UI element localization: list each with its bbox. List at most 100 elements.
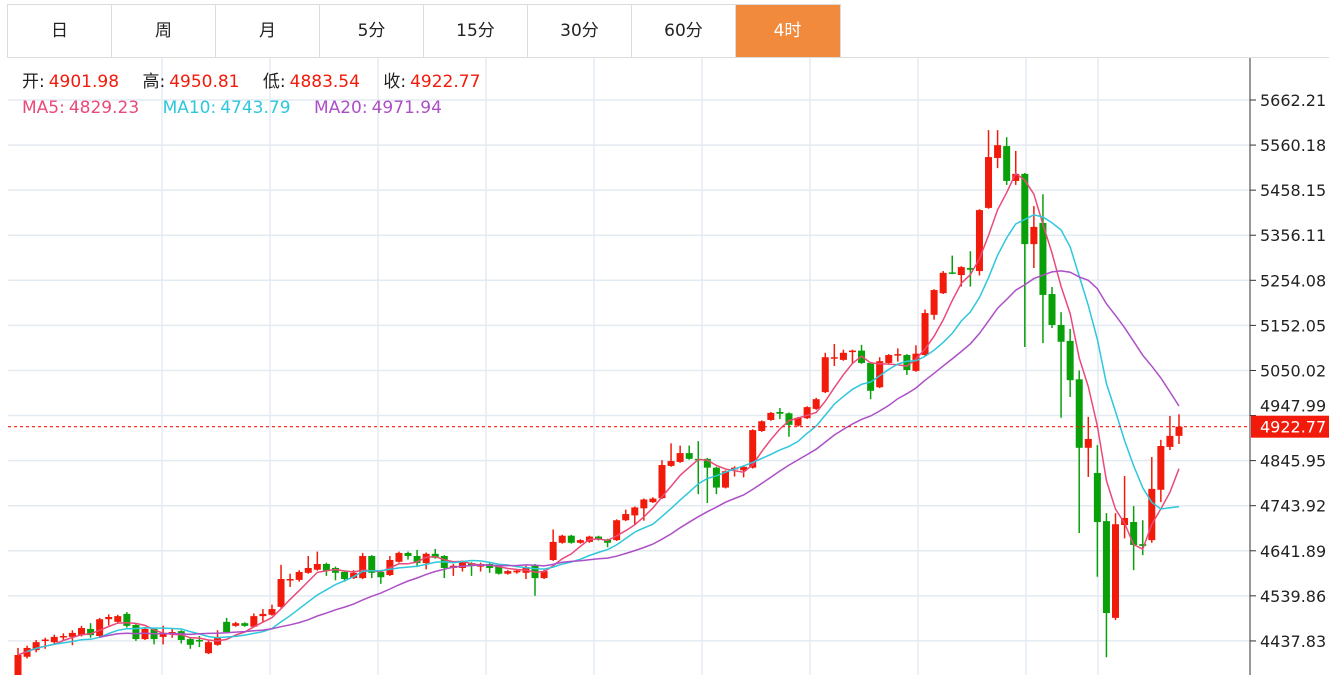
candle-body — [1102, 521, 1110, 614]
candle — [14, 647, 22, 675]
candle — [1048, 286, 1056, 329]
candle — [250, 613, 258, 628]
candle — [132, 624, 140, 641]
candle — [504, 570, 512, 575]
candle — [966, 251, 974, 287]
candle-body — [549, 541, 557, 561]
tab-7[interactable]: 4时 — [736, 5, 840, 58]
candle — [848, 349, 856, 364]
candle — [59, 633, 67, 640]
candle — [32, 639, 40, 653]
ohlc-readout: 开: 4901.98 高: 4950.81 低: 4883.54 收: 4922.77 — [22, 71, 498, 93]
candle-body — [966, 267, 974, 270]
candle-body — [359, 556, 367, 579]
y-tick-label: 4947.99 — [1260, 397, 1326, 416]
candle-body — [341, 571, 349, 580]
candle-body — [1048, 294, 1056, 325]
candle-body — [721, 471, 729, 488]
candle-body — [558, 535, 566, 543]
candle — [204, 639, 212, 655]
close-value: 4922.77 — [410, 72, 481, 92]
candle — [259, 609, 267, 623]
tab-1[interactable]: 周 — [112, 5, 216, 58]
candle — [1012, 150, 1020, 185]
candle-body — [567, 535, 575, 543]
candle — [712, 466, 720, 495]
candle-body — [912, 353, 920, 371]
high-label: 高: — [142, 72, 166, 92]
candle-body — [204, 642, 212, 654]
candle-body — [23, 647, 31, 657]
candle — [876, 357, 884, 389]
candle-body — [604, 539, 612, 543]
candle — [322, 562, 330, 576]
candle-body — [431, 553, 439, 558]
tab-6[interactable]: 60分 — [632, 5, 736, 58]
candle-body — [295, 571, 303, 580]
candle — [96, 617, 104, 637]
candle-body — [994, 145, 1002, 158]
candle-body — [1139, 544, 1147, 546]
candle — [1030, 206, 1038, 268]
candle — [558, 534, 566, 544]
candle-body — [277, 579, 285, 607]
candle-body — [250, 616, 258, 627]
candle — [268, 604, 276, 616]
candle — [839, 349, 847, 361]
candle-body — [948, 272, 956, 274]
candle-body — [286, 579, 294, 581]
ma-readout: MA5: 4829.23 MA10: 4743.79 MA20: 4971.94 — [22, 97, 446, 119]
candle — [721, 470, 729, 489]
candle-body — [758, 421, 766, 432]
last-price-label: 4922.77 — [1260, 418, 1326, 437]
candle-body — [939, 272, 947, 294]
candle — [903, 354, 911, 375]
candle-body — [1121, 518, 1129, 526]
candle-body — [1112, 524, 1120, 618]
candle — [1102, 513, 1110, 658]
candle — [767, 412, 775, 421]
candle-body — [1039, 222, 1047, 295]
y-tick-label: 4437.83 — [1260, 632, 1326, 651]
candle-body — [32, 642, 40, 651]
candle-body — [667, 461, 675, 466]
candle-body — [903, 355, 911, 371]
candle-body — [259, 613, 267, 617]
candle-body — [631, 507, 639, 516]
candle-body — [812, 399, 820, 409]
candle — [576, 539, 584, 544]
candle — [821, 352, 829, 394]
candle-body — [921, 313, 929, 356]
candle — [313, 551, 321, 571]
candle — [858, 344, 866, 364]
y-tick-label: 5254.08 — [1260, 271, 1326, 290]
y-tick-label: 5662.21 — [1260, 91, 1326, 110]
candle-body — [395, 552, 403, 562]
candle — [894, 348, 902, 362]
candle-body — [331, 567, 339, 573]
candle-body — [595, 536, 602, 540]
candle — [758, 420, 766, 432]
y-tick-label: 5560.18 — [1260, 136, 1326, 155]
tab-3[interactable]: 5分 — [320, 5, 424, 58]
open-label: 开: — [22, 72, 45, 92]
candle — [331, 566, 339, 581]
tab-2[interactable]: 月 — [216, 5, 320, 58]
candle — [159, 625, 167, 645]
candle-body — [350, 572, 358, 579]
candle — [359, 552, 367, 580]
tab-0[interactable]: 日 — [8, 5, 112, 58]
candle-body — [1021, 173, 1029, 245]
candle — [87, 623, 95, 638]
low-label: 低: — [262, 72, 286, 92]
candle — [1003, 137, 1011, 185]
y-tick-label: 5050.02 — [1260, 361, 1326, 380]
candle-body — [495, 565, 503, 574]
y-tick-label: 5152.05 — [1260, 316, 1326, 335]
candle-body — [1075, 379, 1083, 448]
y-tick-label: 4539.86 — [1260, 587, 1326, 606]
tab-4[interactable]: 15分 — [424, 5, 528, 58]
candle-body — [776, 412, 784, 414]
tab-5[interactable]: 30分 — [528, 5, 632, 58]
